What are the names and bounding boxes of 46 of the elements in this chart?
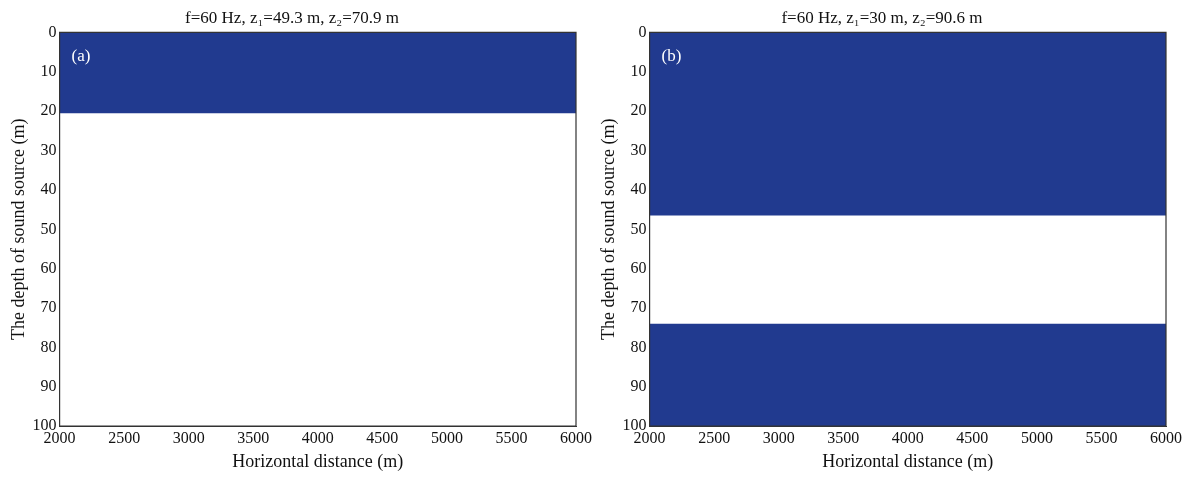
x-tick-label: 3500 bbox=[827, 429, 860, 446]
x-tick-label: 4500 bbox=[366, 429, 399, 446]
x-tick-label: 4500 bbox=[956, 429, 989, 446]
x-tick-label: 2000 bbox=[43, 429, 76, 446]
y-tick-label: 40 bbox=[40, 180, 57, 198]
y-tick-label: 60 bbox=[630, 258, 647, 276]
y-tick-label: 80 bbox=[40, 337, 57, 355]
x-tick-label: 5000 bbox=[1020, 429, 1053, 446]
x-axis-title: Horizontal distance (m) bbox=[232, 450, 404, 472]
x-tick-label: 5000 bbox=[430, 429, 463, 446]
y-tick-label: 10 bbox=[40, 61, 57, 79]
chart-title: f=60 Hz, z₁=30 m, z₂=90.6 m bbox=[781, 7, 983, 27]
y-tick-label: 90 bbox=[40, 377, 57, 395]
y-tick-label: 80 bbox=[630, 337, 647, 355]
x-tick-label: 2500 bbox=[108, 429, 141, 446]
y-tick-label: 60 bbox=[40, 258, 57, 276]
x-tick-label: 2500 bbox=[698, 429, 731, 446]
annotation: (a) bbox=[71, 46, 91, 66]
y-axis-title: The depth of sound source (m) bbox=[597, 118, 619, 341]
y-tick-label: 10 bbox=[630, 61, 647, 79]
y-tick-label: 40 bbox=[630, 180, 647, 198]
x-tick-label: 4000 bbox=[891, 429, 924, 446]
x-tick-label: 2000 bbox=[633, 429, 666, 446]
y-tick-label: 90 bbox=[630, 377, 647, 395]
y-tick-label: 20 bbox=[630, 101, 647, 119]
y-tick-label: 30 bbox=[630, 140, 647, 158]
y-tick-label: 0 bbox=[638, 22, 647, 40]
chart-title: f=60 Hz, z₁=49.3 m, z₂=70.9 m bbox=[185, 7, 399, 27]
y-tick-label: 70 bbox=[40, 298, 57, 316]
y-tick-label: 50 bbox=[40, 219, 57, 237]
y-tick-label: 50 bbox=[630, 219, 647, 237]
y-tick-label: 20 bbox=[40, 101, 57, 119]
y-tick-label: 0 bbox=[48, 22, 57, 40]
x-tick-label: 6000 bbox=[1150, 429, 1182, 446]
y-tick-label: 70 bbox=[630, 298, 647, 316]
x-axis-title: Horizontal distance (m) bbox=[822, 450, 994, 472]
x-tick-label: 3000 bbox=[762, 429, 795, 446]
x-tick-label: 3000 bbox=[172, 429, 205, 446]
x-tick-label: 6000 bbox=[560, 429, 592, 446]
x-tick-label: 5500 bbox=[495, 429, 528, 446]
y-tick-label: 30 bbox=[40, 140, 57, 158]
x-tick-label: 3500 bbox=[237, 429, 270, 446]
x-tick-label: 4000 bbox=[301, 429, 334, 446]
annotation: (b) bbox=[661, 46, 682, 66]
x-tick-label: 5500 bbox=[1085, 429, 1118, 446]
y-axis-title: The depth of sound source (m) bbox=[7, 118, 29, 341]
